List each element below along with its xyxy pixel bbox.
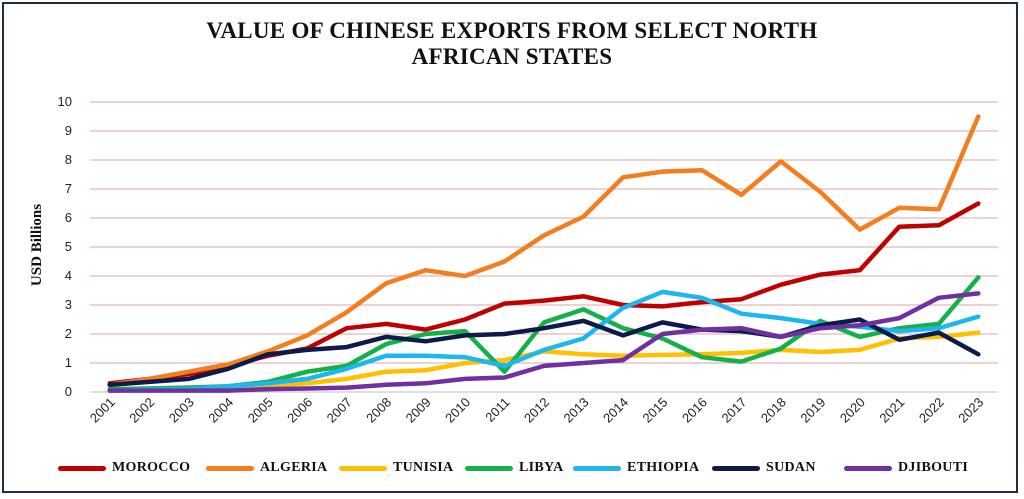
x-tick-label: 2023 bbox=[955, 395, 986, 426]
legend: MOROCCO ALGERIA TUNISIA LIBYA ETHIOPIA SUDAN D… bbox=[0, 457, 1024, 479]
x-tick-label: 2016 bbox=[679, 395, 710, 426]
x-tick-label: 2010 bbox=[442, 395, 473, 426]
x-tick-label: 2019 bbox=[797, 395, 828, 426]
chart-title-line-1: VALUE OF CHINESE EXPORTS FROM SELECT NOR… bbox=[206, 18, 818, 43]
series-line-algeria bbox=[107, 114, 981, 388]
x-tick-label: 2004 bbox=[205, 395, 236, 426]
x-tick-label: 2021 bbox=[876, 395, 907, 426]
legend-swatch bbox=[58, 465, 106, 471]
series-line-sudan bbox=[107, 317, 981, 388]
series-lines bbox=[107, 114, 981, 393]
y-axis-label: USD Billions bbox=[29, 204, 45, 286]
x-tick-label: 2002 bbox=[126, 395, 157, 426]
x-tick-label: 2011 bbox=[482, 395, 512, 425]
y-axis-ticks: 0 1 2 3 4 5 6 7 8 9 10 bbox=[58, 94, 72, 399]
legend-item-ethiopia: ETHIOPIA bbox=[573, 457, 699, 479]
x-tick-label: 2009 bbox=[403, 395, 434, 426]
legend-swatch bbox=[712, 465, 760, 471]
x-tick-label: 2017 bbox=[718, 395, 749, 426]
legend-label: ALGERIA bbox=[260, 460, 328, 475]
x-tick-label: 2006 bbox=[284, 395, 315, 426]
legend-item-tunisia: TUNISIA bbox=[339, 457, 453, 479]
legend-label: DJIBOUTI bbox=[898, 460, 969, 475]
legend-item-djibouti: DJIBOUTI bbox=[844, 457, 968, 479]
y-tick-label: 3 bbox=[65, 297, 72, 312]
series-line-ethiopia bbox=[107, 289, 981, 393]
legend-item-algeria: ALGERIA bbox=[206, 457, 327, 479]
y-tick-label: 0 bbox=[65, 384, 72, 399]
y-tick-label: 10 bbox=[58, 94, 72, 109]
series-line-morocco bbox=[107, 201, 981, 386]
chart-title: VALUE OF CHINESE EXPORTS FROM SELECT NOR… bbox=[0, 18, 1024, 70]
y-tick-label: 4 bbox=[65, 268, 72, 283]
x-tick-label: 2018 bbox=[758, 395, 789, 426]
y-tick-label: 1 bbox=[65, 355, 72, 370]
x-tick-label: 2014 bbox=[600, 395, 631, 426]
legend-swatch bbox=[339, 465, 387, 471]
x-tick-label: 2015 bbox=[639, 395, 670, 426]
legend-label: TUNISIA bbox=[393, 460, 454, 475]
legend-swatch bbox=[206, 465, 254, 471]
y-tick-label: 6 bbox=[65, 210, 72, 225]
chart-title-line-2: AFRICAN STATES bbox=[411, 44, 613, 69]
y-tick-label: 2 bbox=[65, 326, 72, 341]
legend-item-sudan: SUDAN bbox=[712, 457, 816, 479]
x-tick-label: 2007 bbox=[324, 395, 355, 426]
legend-label: ETHIOPIA bbox=[627, 460, 700, 475]
y-tick-label: 9 bbox=[65, 123, 72, 138]
legend-swatch bbox=[573, 465, 621, 471]
x-tick-label: 2022 bbox=[916, 395, 947, 426]
x-tick-label: 2008 bbox=[363, 395, 394, 426]
legend-label: MOROCCO bbox=[112, 460, 191, 475]
x-tick-label: 2003 bbox=[166, 395, 197, 426]
x-tick-label: 2012 bbox=[521, 395, 552, 426]
x-tick-label: 2005 bbox=[245, 395, 276, 426]
legend-item-libya: LIBYA bbox=[465, 457, 564, 479]
legend-label: SUDAN bbox=[766, 460, 816, 475]
y-tick-label: 5 bbox=[65, 239, 72, 254]
y-tick-label: 7 bbox=[65, 181, 72, 196]
x-tick-label: 2013 bbox=[561, 395, 592, 426]
x-axis-ticks: 2001 2002 2003 2004 2005 2006 2007 2008 2009 2010… bbox=[87, 395, 987, 426]
gridlines bbox=[90, 101, 998, 393]
legend-swatch bbox=[844, 465, 892, 471]
x-tick-label: 2001 bbox=[87, 395, 118, 426]
x-tick-label: 2020 bbox=[837, 395, 868, 426]
legend-swatch bbox=[465, 465, 513, 471]
y-tick-label: 8 bbox=[65, 152, 72, 167]
legend-item-morocco: MOROCCO bbox=[58, 457, 190, 479]
series-line-djibouti bbox=[107, 291, 981, 393]
legend-label: LIBYA bbox=[519, 460, 564, 475]
series-line-libya bbox=[107, 275, 981, 392]
